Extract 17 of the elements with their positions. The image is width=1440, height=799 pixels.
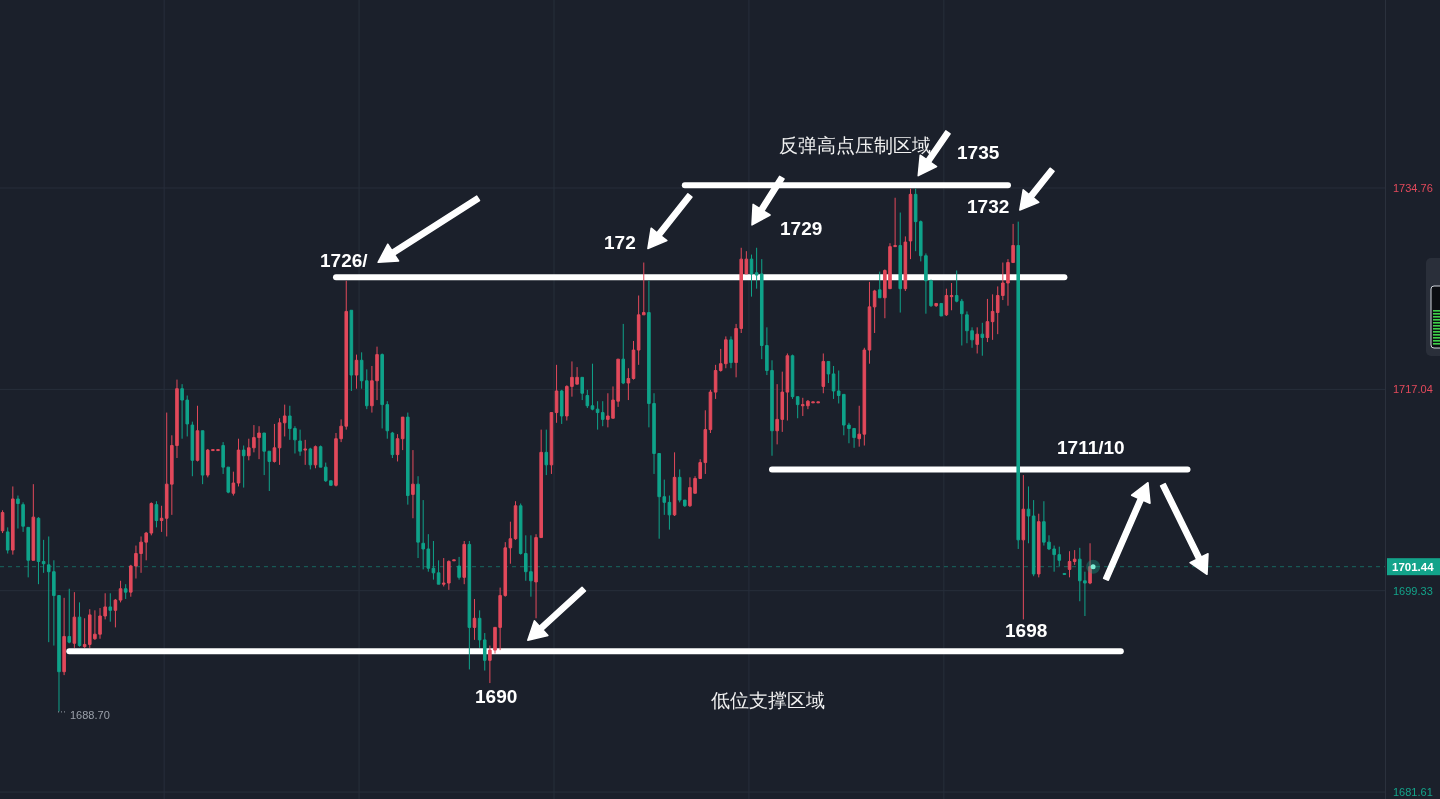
annotation: 1729 [780,217,823,239]
annotation: 1688.70 [70,708,110,721]
annotation: 反弹高点压制区域 [779,135,931,156]
annotation: 低位支撑区域 [711,689,825,711]
annotation: 172 [604,232,636,254]
tick-label: 1699.33 [1393,584,1433,597]
ref-line-label: 1701.44 [1392,560,1435,573]
annotation: 1698 [1005,620,1048,642]
price-label: 1701.44 [1387,558,1440,576]
annotation: 1726/ [320,249,368,271]
tick-label: 1734.76 [1393,182,1433,194]
annotation: 1711/10 [1057,437,1125,459]
annotation: 1732 [967,196,1010,218]
tick-label: 1681.61 [1393,786,1433,799]
annotation: 1735 [957,141,1000,163]
tick-label: 1717.04 [1393,383,1433,396]
annotation: 1690 [475,686,518,708]
